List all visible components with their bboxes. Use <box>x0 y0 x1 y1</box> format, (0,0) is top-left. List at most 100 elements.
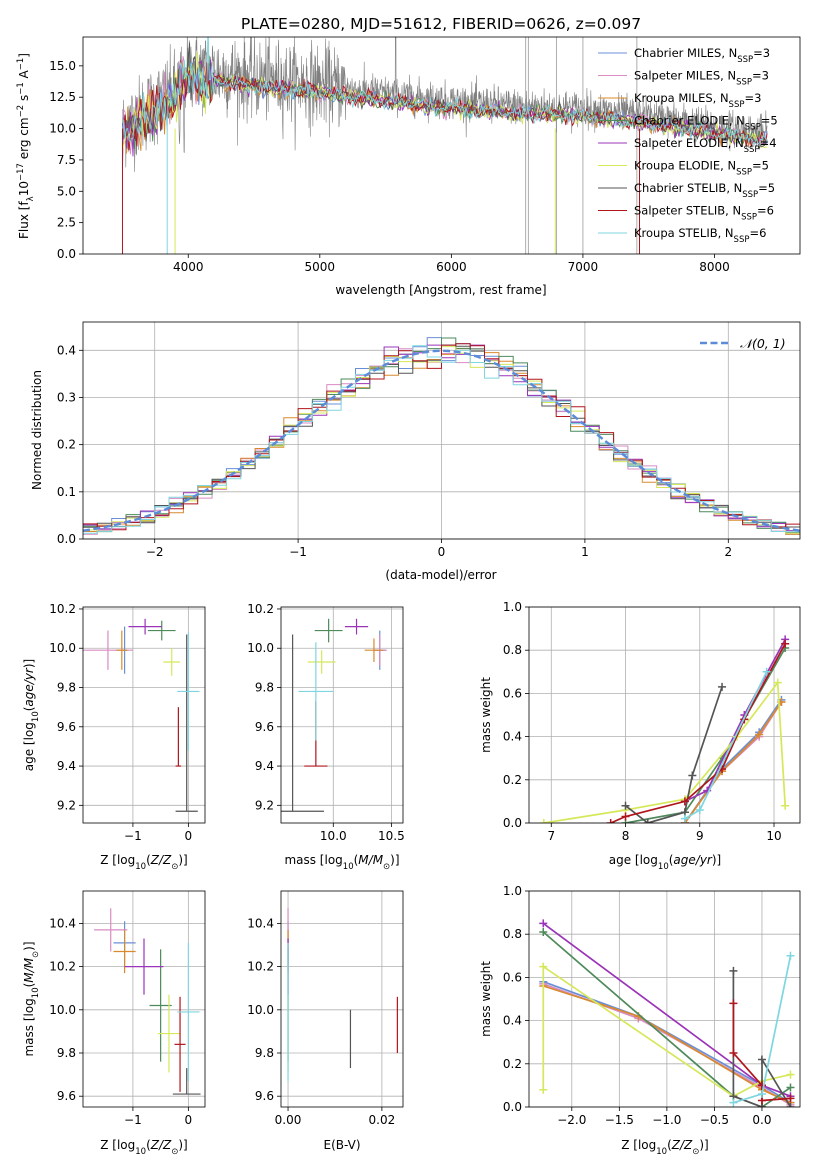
axes-frame <box>280 890 404 1108</box>
legend-label-chabrier_miles: Chabrier MILES, NSSP=3 <box>634 46 770 65</box>
legend-label-chabrier_stelib-part: =5 <box>758 181 775 195</box>
x-axis-label-part: mass [log <box>284 853 342 867</box>
legend-label-salpeter_miles: Salpeter MILES, NSSP=3 <box>634 69 769 88</box>
y-axis-label: Normed distribution <box>30 370 44 490</box>
x-axis-label: wavelength [Angstrom, rest frame] <box>335 283 546 297</box>
x-tick-label: 7000 <box>568 260 599 274</box>
y-tick-label: 9.4 <box>57 759 76 773</box>
x-axis-label-part: )] <box>178 853 187 867</box>
y-tick-label: 0.2 <box>57 438 76 452</box>
x-tick-label: 10 <box>766 829 781 843</box>
y-tick-label: 9.6 <box>57 720 76 734</box>
x-axis-label: Z [log10(Z/Z⊙)] <box>621 1138 709 1157</box>
x-axis-label: mass [log10(M/M⊙)] <box>284 853 399 872</box>
y-tick-label: 2.5 <box>57 216 76 230</box>
x-axis-label-part: Z [log <box>621 1138 656 1152</box>
x-tick-label: −1 <box>124 829 142 843</box>
y-axis-label-part: age [log <box>22 722 36 771</box>
y-tick-label: 0.6 <box>503 970 522 984</box>
plot-area <box>94 908 201 1095</box>
legend-label-chabrier_stelib-part: SSP <box>742 190 758 200</box>
x-axis-label-part: 10 <box>656 1147 667 1157</box>
y-axis-label-part: 10 <box>31 711 41 722</box>
y-tick-label: 0.3 <box>57 390 76 404</box>
x-axis-label-part: ⊙ <box>383 862 390 872</box>
weight-line-kroupa_miles <box>543 985 791 1104</box>
weight-marker-kroupa_stelib <box>762 667 771 676</box>
plot-area <box>281 618 387 812</box>
x-axis-label-part: ( <box>669 853 674 867</box>
y-axis-label-part: −1 <box>16 82 26 95</box>
legend-label-salpeter_stelib-part: Salpeter STELIB, N <box>634 204 741 218</box>
weight-marker-salpeter_stelib <box>729 999 738 1008</box>
x-axis-label-part: 10 <box>135 862 146 872</box>
legend-label-salpeter_elodie-part: SSP <box>744 145 760 155</box>
x-tick-label: −2 <box>146 545 164 559</box>
y-tick-label: 9.6 <box>255 720 274 734</box>
y-axis-label-part: 10 <box>17 181 31 196</box>
weight-marker-chabrier_stelib <box>621 801 630 810</box>
x-tick-label: 8000 <box>699 260 730 274</box>
y-tick-label: 7.5 <box>57 153 76 167</box>
weight-marker-kroupa_elodie <box>773 678 782 687</box>
weight-marker-kroupa_stelib <box>680 814 689 823</box>
y-tick-label: 0.4 <box>503 730 522 744</box>
weight-marker-chabrier_stelib <box>757 1055 766 1064</box>
weight-marker-kroupa_elodie <box>786 1070 795 1079</box>
y-axis-label-part: ( <box>22 983 36 988</box>
x-axis-label-var: Z/Z <box>150 1138 172 1152</box>
legend-label-kroupa_miles-part: Kroupa MILES, N <box>634 91 729 105</box>
legend-label-chabrier_stelib: Chabrier STELIB, NSSP=5 <box>634 181 775 200</box>
x-tick-label: 4000 <box>173 260 204 274</box>
y-tick-label: 10.0 <box>49 122 76 136</box>
y-axis-label: age [log10(age/yr)] <box>22 659 41 771</box>
observed-spectrum <box>122 37 768 172</box>
axes-frame <box>528 606 801 824</box>
y-tick-label: 10.2 <box>247 960 274 974</box>
legend-label-kroupa_elodie-part: =5 <box>752 159 769 173</box>
x-axis-label: Z [log10(Z/Z⊙)] <box>100 853 188 872</box>
x-axis-label-part: ⊙ <box>171 862 178 872</box>
y-tick-label: 10.0 <box>247 641 274 655</box>
weight-marker-salpeter_stelib <box>786 1094 795 1103</box>
x-axis-label-part: 10 <box>658 862 669 872</box>
residual-histogram-panel: −2 −1 0 1 2 0.0 0.1 0.2 0.3 0.4 (data-model)/error… <box>30 321 801 582</box>
x-axis-label-part: ⊙ <box>692 1147 699 1157</box>
y-tick-label: 15.0 <box>49 59 76 73</box>
y-tick-label: 0.0 <box>503 1100 522 1114</box>
legend-label-kroupa_stelib-part: Kroupa STELIB, N <box>634 226 734 240</box>
weight-marker-chabrier_stelib <box>786 1103 795 1107</box>
x-axis-label-part: )] <box>178 1138 187 1152</box>
weight-marker-kroupa_stelib <box>695 806 704 815</box>
y-axis-label-part: ] <box>17 53 31 58</box>
x-tick-label: 2 <box>724 545 732 559</box>
y-axis-label: mass [log10(M/M⊙)] <box>22 941 41 1056</box>
axes-frame <box>82 321 801 540</box>
x-tick-label: 6000 <box>436 260 467 274</box>
y-axis-label-part: ⊙ <box>31 951 41 958</box>
y-tick-label: 12.5 <box>49 90 76 104</box>
weight-marker-salpeter_stelib <box>606 819 615 823</box>
axes-frame <box>528 890 801 1108</box>
weight-marker-kroupa_stelib <box>757 1090 766 1099</box>
y-tick-label: 1.0 <box>503 600 522 614</box>
axes-frame <box>82 890 206 1108</box>
y-tick-label: 9.6 <box>57 1089 76 1103</box>
legend-label-kroupa_miles-part: SSP <box>729 100 745 110</box>
y-tick-label: 5.0 <box>57 184 76 198</box>
legend-label-kroupa_miles-part: =3 <box>744 91 761 105</box>
y-axis-label: mass weight <box>479 961 493 1037</box>
y-tick-label: 0.1 <box>57 485 76 499</box>
x-axis-label-part: Z [log <box>100 1138 135 1152</box>
y-tick-label: 10.4 <box>247 916 274 930</box>
x-axis-label-part: ⊙ <box>171 1147 178 1157</box>
y-axis-label: Flux [fλ10−17 erg cm−2 s−1 A−1] <box>16 53 36 239</box>
x-axis-label-part: ( <box>146 853 151 867</box>
y-tick-label: 1.0 <box>503 884 522 898</box>
weight-line-chabrier_stelib <box>624 686 723 823</box>
y-tick-label: 0.8 <box>503 643 522 657</box>
y-tick-label: 10.0 <box>49 641 76 655</box>
x-axis-label-var: M/M <box>358 853 383 867</box>
